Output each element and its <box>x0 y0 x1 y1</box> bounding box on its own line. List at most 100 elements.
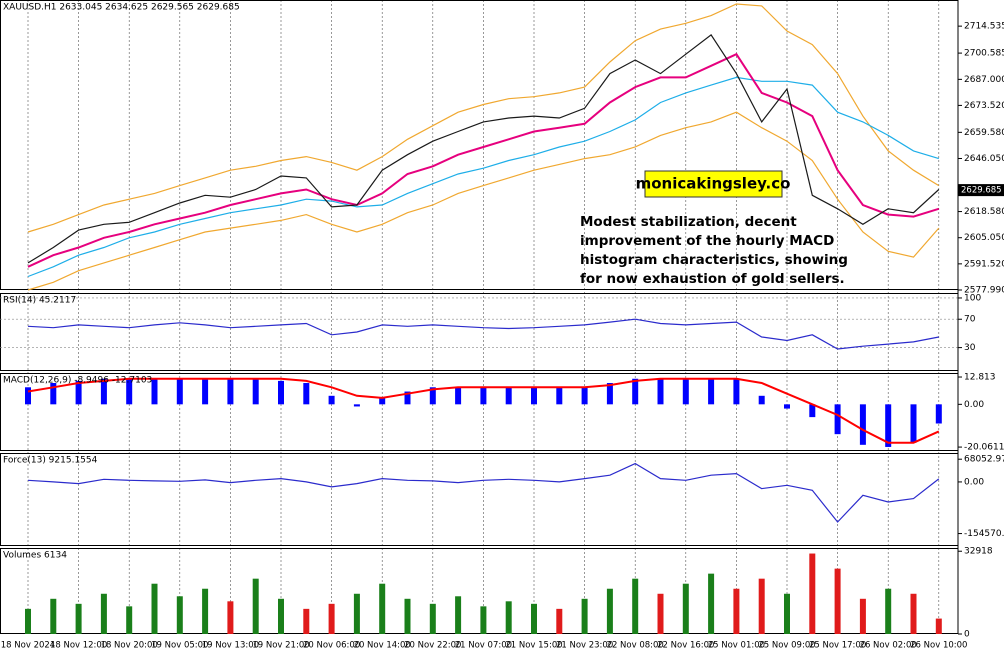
y-tick-label: 0 <box>964 630 970 640</box>
last-price-box <box>958 184 1004 197</box>
bar <box>784 593 790 634</box>
bar <box>910 404 917 443</box>
bar <box>353 404 360 407</box>
x-tick-label: 26 Nov 02:00 <box>860 641 917 651</box>
bar <box>303 383 310 405</box>
x-tick-label: 20 Nov 14:00 <box>354 641 411 651</box>
bar <box>632 378 639 405</box>
bar <box>885 404 892 447</box>
bar <box>50 598 57 634</box>
y-tick-label: 2687.000 <box>964 75 1004 85</box>
panel-title: Volumes 6134 <box>3 551 67 561</box>
series-line <box>27 76 939 278</box>
x-tick-label: 25 Nov 01:00 <box>708 641 765 651</box>
bar <box>682 378 689 405</box>
y-tick-label: 30 <box>964 343 976 353</box>
bar <box>910 593 917 634</box>
x-tick-label: 21 Nov 15:00 <box>505 641 562 651</box>
bar <box>682 583 689 634</box>
bar <box>606 588 613 634</box>
bar <box>75 380 82 405</box>
x-tick-label: 18 Nov 2024 <box>1 641 55 651</box>
bar <box>859 404 866 445</box>
y-tick-label: -20.0611 <box>964 443 1004 453</box>
y-tick-label: 32918 <box>964 547 993 557</box>
bar <box>708 573 715 634</box>
bar <box>531 387 537 405</box>
bar <box>278 380 284 405</box>
bar <box>100 593 107 634</box>
bar <box>202 588 209 634</box>
bar <box>126 378 133 405</box>
bar <box>758 578 765 634</box>
y-tick-label: 0.00 <box>964 477 984 487</box>
y-tick-label: 2646.050 <box>964 154 1004 164</box>
last-price: 2629.685 <box>961 186 1002 196</box>
bar <box>429 603 436 634</box>
bar <box>227 601 234 634</box>
bar <box>859 598 866 634</box>
bar <box>657 593 664 634</box>
series-line <box>27 52 940 268</box>
bar <box>100 378 107 405</box>
x-tick-label: 20 Nov 06:00 <box>303 641 360 651</box>
panel-title: XAUUSD.H1 2633.045 2634.625 2629.565 262… <box>3 3 240 13</box>
bar <box>480 387 487 405</box>
x-tick-label: 21 Nov 07:00 <box>455 641 512 651</box>
bar <box>784 404 790 409</box>
bar <box>126 606 133 634</box>
x-tick-label: 26 Nov 10:00 <box>910 641 967 651</box>
panel-title: Force(13) 9215.1554 <box>3 456 98 466</box>
bar <box>278 598 284 634</box>
bar <box>202 378 209 405</box>
x-tick-label: 22 Nov 08:00 <box>607 641 664 651</box>
x-tick-label: 20 Nov 22:00 <box>404 641 461 651</box>
bar <box>151 583 158 634</box>
comment-line: for now exhaustion of gold sellers. <box>580 271 845 287</box>
y-tick-label: 100 <box>964 293 981 303</box>
bar <box>328 603 335 634</box>
y-tick-label: 68052.9782 <box>964 455 1004 465</box>
panel-border <box>0 293 959 371</box>
bar <box>505 387 512 405</box>
y-tick-label: 2659.580 <box>964 128 1004 138</box>
bar <box>25 387 31 405</box>
y-tick-label: 2714.535 <box>964 22 1004 32</box>
bar <box>581 387 588 405</box>
bar <box>657 378 664 405</box>
bar <box>379 397 386 405</box>
bar <box>531 603 537 634</box>
series-line <box>27 34 940 264</box>
bar <box>353 593 360 634</box>
bar <box>834 404 841 435</box>
y-tick-label: 0.00 <box>964 400 984 410</box>
bar <box>556 608 563 634</box>
x-tick-label: 19 Nov 21:00 <box>252 641 309 651</box>
site-box <box>644 170 783 198</box>
panel-title: MACD(12,26,9) -8.9496 -12.7103 <box>3 376 152 386</box>
series-line <box>27 462 940 523</box>
x-tick-label: 25 Nov 09:00 <box>758 641 815 651</box>
bar <box>632 578 639 634</box>
bar <box>404 391 411 405</box>
bar <box>303 608 310 634</box>
bar <box>606 383 613 405</box>
x-tick-label: 25 Nov 17:00 <box>809 641 866 651</box>
bar <box>252 578 259 634</box>
bar <box>834 568 841 634</box>
comment-line: Modest stabilization, decent <box>580 214 797 230</box>
series-line <box>27 318 939 350</box>
bar <box>227 378 234 405</box>
bar <box>480 606 487 634</box>
y-tick-label: -154570.39 <box>964 529 1004 539</box>
y-tick-label: 70 <box>964 315 976 325</box>
bar <box>758 395 765 405</box>
bar <box>505 601 512 634</box>
bar <box>50 383 57 405</box>
bar <box>252 378 259 405</box>
panel-title: RSI(14) 45.2117 <box>3 296 76 306</box>
x-tick-label: 21 Nov 23:00 <box>556 641 613 651</box>
bar <box>733 378 740 405</box>
